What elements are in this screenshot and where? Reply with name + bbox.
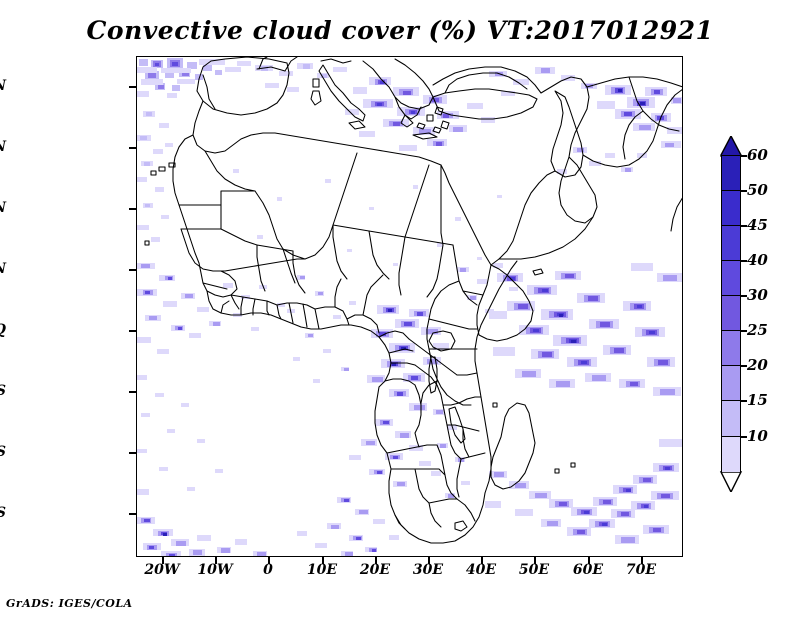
colorbar-tick — [741, 400, 747, 402]
map-canvas — [137, 57, 682, 556]
x-axis-label-10e: 10E — [306, 562, 338, 578]
colorbar-tick — [741, 365, 747, 367]
convective-cloud-shading — [137, 58, 682, 556]
colorbar-tick — [741, 330, 747, 332]
colorbar-label-60: 60 — [747, 146, 768, 164]
colorbar-tick — [741, 225, 747, 227]
map-frame — [136, 56, 683, 557]
map-coastlines-and-borders — [144, 57, 682, 544]
colorbar-tick — [741, 295, 747, 297]
y-tick — [129, 391, 136, 393]
y-axis-label-eq: EQ — [0, 322, 6, 338]
y-axis-label-30n: 30N — [0, 139, 6, 155]
x-tick — [162, 557, 164, 564]
y-axis-label-40n: 40N — [0, 78, 6, 94]
x-tick — [481, 557, 483, 564]
x-tick — [641, 557, 643, 564]
x-tick — [428, 557, 430, 564]
x-axis-label-20e: 20E — [359, 562, 391, 578]
y-axis-label-20s: 20S — [0, 444, 6, 460]
colorbar-tick — [741, 436, 747, 438]
y-tick — [129, 269, 136, 271]
colorbar-segment-20-25 — [721, 365, 741, 400]
x-tick — [534, 557, 536, 564]
colorbar-tick — [741, 190, 747, 192]
colorbar-label-15: 15 — [747, 391, 768, 409]
colorbar-tick — [741, 155, 747, 157]
colorbar-label-30: 30 — [747, 286, 768, 304]
colorbar-label-10: 10 — [747, 427, 768, 445]
x-axis-label-0: 0 — [263, 562, 273, 578]
y-tick — [129, 452, 136, 454]
colorbar-segment-45-50 — [721, 225, 741, 260]
x-axis-label-70e: 70E — [625, 562, 657, 578]
x-tick — [322, 557, 324, 564]
x-axis-label-60e: 60E — [572, 562, 604, 578]
grads-attribution: GrADS: IGES/COLA — [6, 597, 133, 610]
x-axis-label-20w: 20W — [144, 562, 180, 578]
x-axis-label-10w: 10W — [197, 562, 233, 578]
x-tick — [268, 557, 270, 564]
page-title: Convective cloud cover (%) VT:2017012921 — [86, 16, 714, 45]
x-axis-label-40e: 40E — [465, 562, 497, 578]
y-tick — [129, 208, 136, 210]
colorbar-tick — [741, 260, 747, 262]
colorbar-segment-50-60 — [721, 190, 741, 225]
y-tick — [129, 147, 136, 149]
y-axis-label-30s: 30S — [0, 505, 6, 521]
colorbar-segment-40-45 — [721, 260, 741, 295]
y-axis-label-10s: 10S — [0, 383, 6, 399]
colorbar: 60 50 45 40 30 25 20 15 10 — [711, 136, 789, 492]
colorbar-label-25: 25 — [747, 321, 768, 339]
y-axis-label-10n: 10N — [0, 261, 6, 277]
x-tick — [588, 557, 590, 564]
x-tick — [215, 557, 217, 564]
colorbar-segment-25-30 — [721, 330, 741, 365]
colorbar-label-20: 20 — [747, 356, 768, 374]
colorbar-segment-60plus — [721, 155, 741, 190]
x-axis-label-30e: 30E — [412, 562, 444, 578]
colorbar-label-50: 50 — [747, 181, 768, 199]
x-axis-label-50e: 50E — [518, 562, 550, 578]
y-tick — [129, 86, 136, 88]
colorbar-segment-15-20 — [721, 400, 741, 436]
y-axis-label-20n: 20N — [0, 200, 6, 216]
map-plot-area — [129, 56, 683, 564]
x-tick — [375, 557, 377, 564]
y-tick — [129, 513, 136, 515]
colorbar-segment-10-15 — [721, 436, 741, 472]
y-tick — [129, 330, 136, 332]
colorbar-segment-30-40 — [721, 295, 741, 330]
colorbar-label-45: 45 — [747, 216, 768, 234]
colorbar-label-40: 40 — [747, 251, 768, 269]
